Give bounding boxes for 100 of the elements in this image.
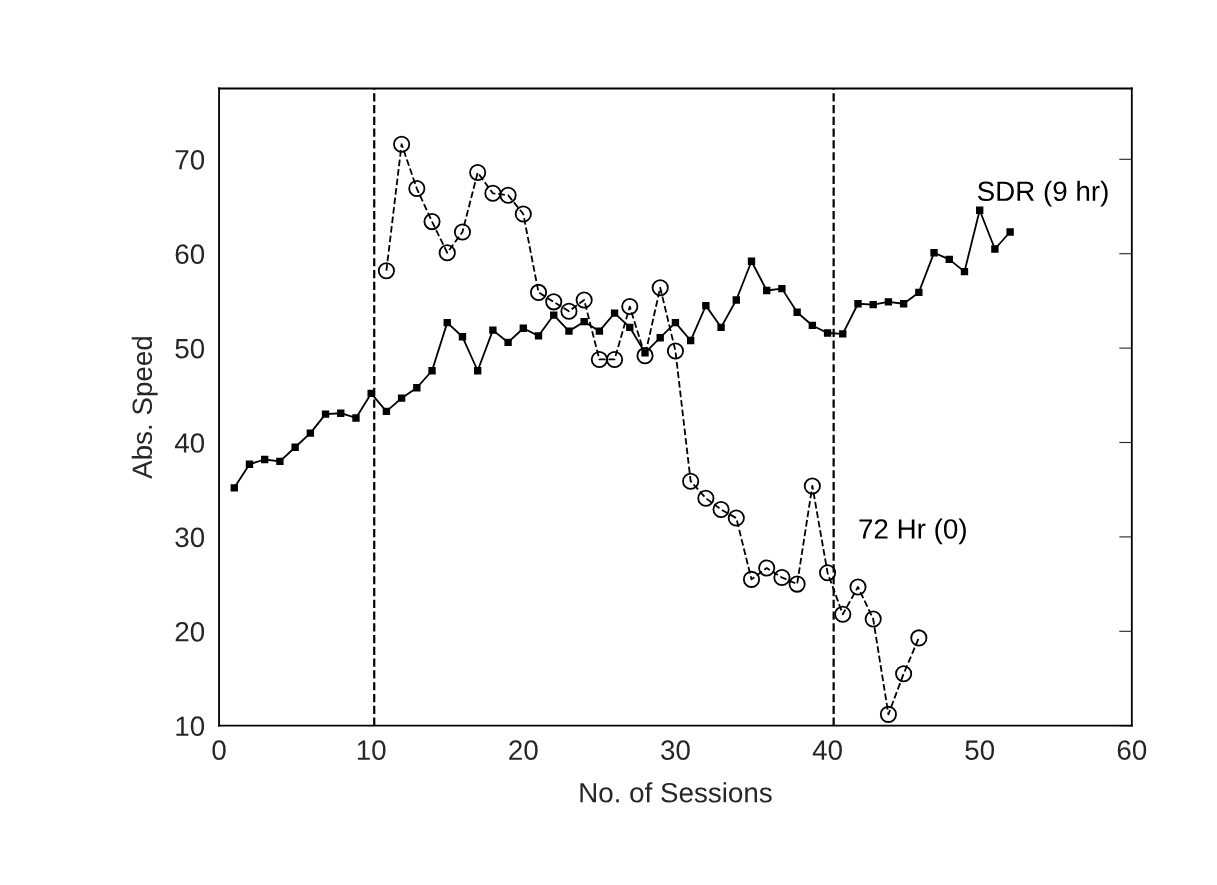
point xyxy=(671,318,680,327)
point xyxy=(910,629,928,647)
point xyxy=(819,564,837,582)
y-tick-label: 70 xyxy=(175,149,205,170)
point xyxy=(915,288,923,297)
point xyxy=(337,409,345,417)
y-tick-label: 10 xyxy=(176,716,205,737)
point xyxy=(438,244,456,262)
point xyxy=(702,301,710,310)
point xyxy=(595,327,604,335)
point xyxy=(991,245,999,253)
point xyxy=(621,298,639,316)
point xyxy=(869,300,877,309)
point xyxy=(261,455,269,464)
x-tick-label: 20 xyxy=(509,740,538,760)
point xyxy=(489,326,497,334)
point xyxy=(545,293,563,311)
point xyxy=(245,460,254,468)
point xyxy=(976,206,984,214)
x-tick-label: 60 xyxy=(1117,740,1147,760)
point xyxy=(484,184,502,202)
point xyxy=(560,302,578,320)
point xyxy=(864,610,882,628)
point xyxy=(773,568,791,587)
point xyxy=(230,484,238,492)
point xyxy=(823,329,832,337)
point xyxy=(519,324,527,332)
y-tick-label: 60 xyxy=(175,244,205,265)
point xyxy=(793,308,801,316)
x-tick-label: 50 xyxy=(965,740,995,760)
point xyxy=(803,477,821,495)
point xyxy=(469,163,487,182)
point xyxy=(930,249,938,257)
point xyxy=(580,317,588,326)
point xyxy=(408,180,426,198)
point xyxy=(428,367,436,375)
point xyxy=(666,342,684,360)
x-tick-label: 30 xyxy=(661,740,690,760)
point xyxy=(413,384,421,392)
point xyxy=(443,318,451,327)
point xyxy=(473,367,482,375)
point xyxy=(884,298,893,306)
point xyxy=(682,472,700,490)
point xyxy=(636,347,654,365)
point xyxy=(727,509,745,527)
point xyxy=(575,291,593,309)
point xyxy=(534,332,543,340)
x-tick-label: 10 xyxy=(357,740,386,760)
point xyxy=(834,605,852,623)
point xyxy=(656,334,664,342)
point xyxy=(945,255,953,264)
x-axis-title: No. of Sessions xyxy=(580,782,772,803)
point xyxy=(382,407,391,416)
x-tick-label: 40 xyxy=(812,740,842,760)
y-tick-label: 30 xyxy=(175,527,205,548)
point xyxy=(626,323,634,332)
point xyxy=(529,283,548,301)
point xyxy=(377,262,395,280)
point xyxy=(960,267,969,276)
point xyxy=(697,489,715,507)
point xyxy=(747,257,756,265)
point xyxy=(393,135,411,153)
point xyxy=(590,350,608,368)
point xyxy=(291,443,299,451)
point xyxy=(606,350,624,368)
series-label: 72 Hr (0) xyxy=(859,518,966,545)
point xyxy=(854,300,862,308)
point xyxy=(879,705,897,723)
point xyxy=(1006,228,1014,236)
point xyxy=(712,500,730,519)
point xyxy=(499,186,517,204)
point xyxy=(839,330,847,338)
point xyxy=(504,338,512,347)
point xyxy=(651,279,669,297)
point xyxy=(514,205,532,223)
point xyxy=(788,575,806,593)
point xyxy=(742,570,761,588)
y-tick-label: 50 xyxy=(175,338,205,359)
point xyxy=(717,323,725,332)
point xyxy=(321,410,330,418)
point xyxy=(778,284,786,293)
point xyxy=(808,321,817,330)
point xyxy=(686,336,695,345)
point xyxy=(565,327,573,335)
point xyxy=(849,578,867,596)
point xyxy=(732,296,740,304)
point xyxy=(306,429,315,437)
point xyxy=(899,300,908,308)
y-tick-label: 20 xyxy=(175,621,205,642)
point xyxy=(895,665,913,683)
point xyxy=(352,414,360,422)
point xyxy=(453,223,472,241)
x-tick-label: 0 xyxy=(212,740,226,760)
point xyxy=(276,457,284,466)
point xyxy=(610,309,619,317)
series-label: SDR (9 hr) xyxy=(977,180,1108,207)
y-axis-title: Abs. Speed xyxy=(131,337,158,479)
y-tick-label: 40 xyxy=(174,433,205,453)
point xyxy=(458,333,467,341)
point xyxy=(550,311,558,319)
